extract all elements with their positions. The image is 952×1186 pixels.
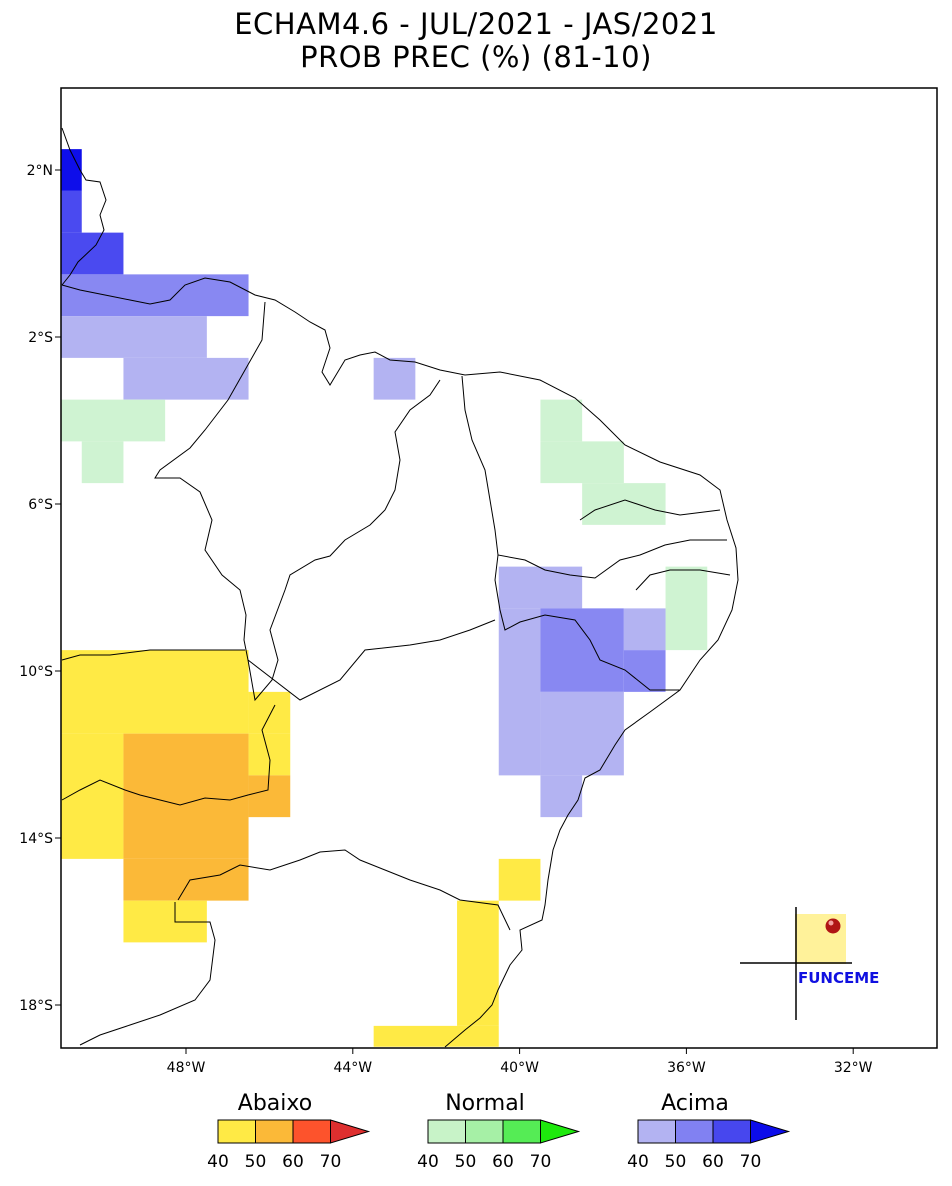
legend-label: 60	[282, 1152, 304, 1172]
legend-swatch	[292, 1119, 331, 1144]
legend-label: 50	[455, 1152, 477, 1172]
legend-label: 50	[665, 1152, 687, 1172]
probability-cell	[123, 357, 249, 400]
state-border	[635, 569, 731, 591]
probability-cell	[123, 733, 249, 859]
probability-cell	[540, 399, 583, 442]
probability-cell	[498, 608, 541, 776]
legend-normal: Normal 40 50 60 70	[417, 1091, 581, 1172]
state-border	[61, 704, 276, 806]
probability-cell	[61, 399, 166, 442]
y-tick-label: 2°S	[28, 330, 53, 346]
y-tick-label: 6°S	[28, 497, 53, 513]
legend-normal-title: Normal	[445, 1091, 525, 1116]
probability-cell	[540, 691, 624, 776]
probability-cell	[623, 650, 666, 692]
probability-cell	[540, 608, 624, 692]
probability-cell	[623, 608, 666, 651]
coastline-and-borders	[61, 127, 739, 1048]
title-line-1: ECHAM4.6 - JUL/2021 - JAS/2021	[234, 7, 718, 41]
state-border	[61, 649, 245, 661]
logo-sun-highlight	[828, 920, 834, 926]
probability-cell	[81, 441, 124, 484]
coastline	[61, 127, 739, 1048]
legend-label: 60	[702, 1152, 724, 1172]
legend-label: 70	[530, 1152, 552, 1172]
title-line-2: PROB PREC (%) (81-10)	[300, 40, 652, 74]
legend-label: 60	[492, 1152, 514, 1172]
legend-label: 40	[627, 1152, 649, 1172]
probability-cell	[61, 733, 124, 859]
legend-swatch	[217, 1119, 256, 1144]
legend-label: 70	[740, 1152, 762, 1172]
legend-swatch	[502, 1119, 541, 1144]
legend-above-title: Acima	[661, 1091, 729, 1116]
y-tick-label: 18°S	[19, 998, 53, 1014]
probability-cell	[61, 149, 82, 191]
state-border	[79, 902, 216, 1046]
latitude-ticks: 2°N 2°S 6°S 10°S 14°S 18°S	[19, 163, 61, 1014]
x-tick-label: 48°W	[167, 1060, 206, 1076]
probability-cell	[123, 858, 249, 901]
x-tick-label: 44°W	[333, 1060, 372, 1076]
probability-cell	[457, 900, 499, 1026]
legend-label: 50	[245, 1152, 267, 1172]
funceme-logo: FUNCEME	[740, 907, 879, 1020]
state-border	[154, 301, 441, 702]
state-border	[494, 554, 680, 691]
map-frame	[60, 87, 938, 1049]
legend-swatch	[255, 1119, 294, 1144]
legend-arrow	[750, 1119, 791, 1144]
legend-swatch	[637, 1119, 676, 1144]
probability-cell	[61, 650, 249, 734]
state-border	[579, 499, 721, 521]
logo-sun-icon	[825, 918, 841, 934]
legend-arrow	[540, 1119, 581, 1144]
probability-cell	[248, 775, 291, 818]
legend: Abaixo 40 50 60 70 Normal 40 50 60 70 Acima 40 50 60 7…	[207, 1091, 791, 1172]
x-tick-label: 40°W	[500, 1060, 539, 1076]
y-tick-label: 14°S	[19, 831, 53, 847]
probability-cell	[61, 316, 207, 358]
legend-below: Abaixo 40 50 60 70	[207, 1091, 371, 1172]
legend-arrow	[330, 1119, 371, 1144]
legend-label: 40	[207, 1152, 229, 1172]
probability-cell	[61, 232, 124, 275]
state-border	[177, 849, 511, 931]
x-tick-label: 36°W	[667, 1060, 706, 1076]
x-tick-label: 32°W	[834, 1060, 873, 1076]
probability-cell	[373, 1025, 499, 1047]
probability-cell	[373, 357, 416, 400]
y-tick-label: 2°N	[27, 163, 53, 179]
map-title: ECHAM4.6 - JUL/2021 - JAS/2021 PROB PREC…	[0, 8, 952, 74]
logo-text: FUNCEME	[798, 969, 879, 987]
probability-cell	[61, 274, 249, 317]
legend-swatch	[465, 1119, 504, 1144]
probability-cell	[540, 441, 624, 484]
probability-cell	[61, 190, 82, 233]
state-border	[461, 375, 727, 579]
legend-label: 70	[320, 1152, 342, 1172]
legend-below-title: Abaixo	[238, 1091, 312, 1116]
probability-cell	[540, 775, 583, 818]
state-border	[247, 619, 496, 701]
y-tick-label: 10°S	[19, 664, 53, 680]
probability-cell	[582, 483, 666, 525]
legend-swatch	[675, 1119, 714, 1144]
legend-swatch	[427, 1119, 466, 1144]
probability-cell	[665, 566, 708, 651]
longitude-ticks: 48°W 44°W 40°W 36°W 32°W	[167, 1048, 873, 1076]
probability-cell	[498, 858, 541, 901]
probability-cell	[498, 566, 583, 609]
legend-swatch	[712, 1119, 751, 1144]
legend-label: 40	[417, 1152, 439, 1172]
legend-above: Acima 40 50 60 70	[627, 1091, 791, 1172]
probability-cells	[61, 149, 708, 1047]
